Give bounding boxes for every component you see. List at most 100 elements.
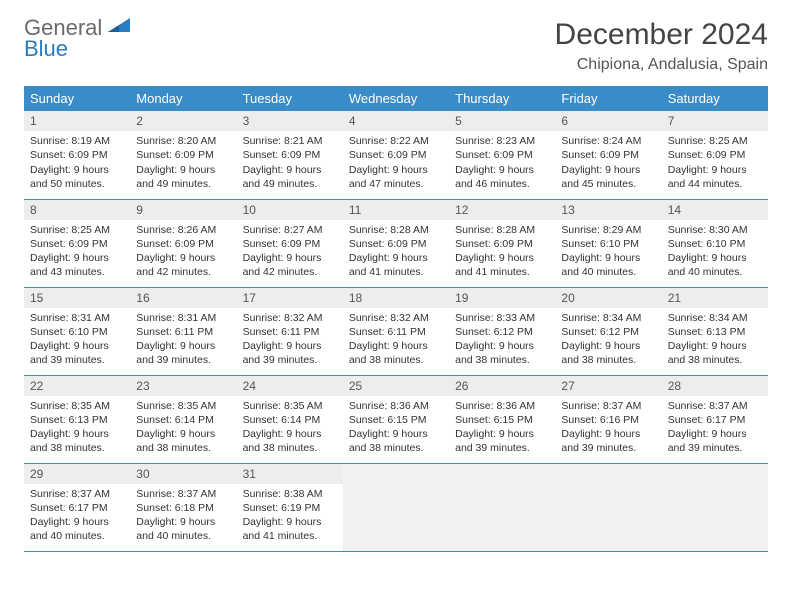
calendar-row: 1Sunrise: 8:19 AMSunset: 6:09 PMDaylight… [24, 111, 768, 199]
day-number: 7 [662, 111, 768, 131]
daylight-line: Daylight: 9 hours and 45 minutes. [561, 163, 655, 191]
sunset-line: Sunset: 6:11 PM [136, 325, 230, 339]
day-number: 14 [662, 200, 768, 220]
day-number: 23 [130, 376, 236, 396]
day-details: Sunrise: 8:37 AMSunset: 6:16 PMDaylight:… [555, 396, 661, 460]
calendar-cell: 17Sunrise: 8:32 AMSunset: 6:11 PMDayligh… [237, 287, 343, 375]
day-details: Sunrise: 8:24 AMSunset: 6:09 PMDaylight:… [555, 131, 661, 195]
day-details: Sunrise: 8:25 AMSunset: 6:09 PMDaylight:… [662, 131, 768, 195]
sunrise-line: Sunrise: 8:33 AM [455, 311, 549, 325]
daylight-line: Daylight: 9 hours and 44 minutes. [668, 163, 762, 191]
day-number: 18 [343, 288, 449, 308]
sunset-line: Sunset: 6:09 PM [136, 237, 230, 251]
sunset-line: Sunset: 6:18 PM [136, 501, 230, 515]
calendar-cell: 5Sunrise: 8:23 AMSunset: 6:09 PMDaylight… [449, 111, 555, 199]
sunset-line: Sunset: 6:13 PM [668, 325, 762, 339]
sunrise-line: Sunrise: 8:37 AM [136, 487, 230, 501]
daylight-line: Daylight: 9 hours and 41 minutes. [349, 251, 443, 279]
day-details: Sunrise: 8:35 AMSunset: 6:13 PMDaylight:… [24, 396, 130, 460]
calendar-cell: 4Sunrise: 8:22 AMSunset: 6:09 PMDaylight… [343, 111, 449, 199]
day-number: 5 [449, 111, 555, 131]
sunset-line: Sunset: 6:09 PM [136, 148, 230, 162]
day-number: 10 [237, 200, 343, 220]
sunset-line: Sunset: 6:12 PM [455, 325, 549, 339]
day-header: Friday [555, 86, 661, 111]
calendar-cell: 1Sunrise: 8:19 AMSunset: 6:09 PMDaylight… [24, 111, 130, 199]
day-number: 3 [237, 111, 343, 131]
sunset-line: Sunset: 6:10 PM [561, 237, 655, 251]
sunset-line: Sunset: 6:10 PM [30, 325, 124, 339]
day-number: 26 [449, 376, 555, 396]
daylight-line: Daylight: 9 hours and 38 minutes. [668, 339, 762, 367]
day-details: Sunrise: 8:32 AMSunset: 6:11 PMDaylight:… [343, 308, 449, 372]
sunrise-line: Sunrise: 8:31 AM [30, 311, 124, 325]
day-number: 28 [662, 376, 768, 396]
daylight-line: Daylight: 9 hours and 41 minutes. [243, 515, 337, 543]
month-title: December 2024 [555, 18, 768, 52]
day-number: 22 [24, 376, 130, 396]
day-number: 31 [237, 464, 343, 484]
sunset-line: Sunset: 6:09 PM [561, 148, 655, 162]
day-details: Sunrise: 8:37 AMSunset: 6:17 PMDaylight:… [24, 484, 130, 548]
sunrise-line: Sunrise: 8:37 AM [30, 487, 124, 501]
day-details: Sunrise: 8:32 AMSunset: 6:11 PMDaylight:… [237, 308, 343, 372]
sunset-line: Sunset: 6:11 PM [349, 325, 443, 339]
day-number: 2 [130, 111, 236, 131]
sunset-line: Sunset: 6:17 PM [668, 413, 762, 427]
sunset-line: Sunset: 6:09 PM [455, 148, 549, 162]
calendar-cell: 31Sunrise: 8:38 AMSunset: 6:19 PMDayligh… [237, 463, 343, 551]
daylight-line: Daylight: 9 hours and 38 minutes. [136, 427, 230, 455]
day-number: 9 [130, 200, 236, 220]
day-details: Sunrise: 8:22 AMSunset: 6:09 PMDaylight:… [343, 131, 449, 195]
day-details: Sunrise: 8:19 AMSunset: 6:09 PMDaylight:… [24, 131, 130, 195]
sunset-line: Sunset: 6:19 PM [243, 501, 337, 515]
daylight-line: Daylight: 9 hours and 38 minutes. [455, 339, 549, 367]
sunrise-line: Sunrise: 8:22 AM [349, 134, 443, 148]
sunset-line: Sunset: 6:09 PM [349, 148, 443, 162]
calendar-cell: 19Sunrise: 8:33 AMSunset: 6:12 PMDayligh… [449, 287, 555, 375]
calendar-cell: 11Sunrise: 8:28 AMSunset: 6:09 PMDayligh… [343, 199, 449, 287]
calendar-cell: 14Sunrise: 8:30 AMSunset: 6:10 PMDayligh… [662, 199, 768, 287]
calendar-cell: 24Sunrise: 8:35 AMSunset: 6:14 PMDayligh… [237, 375, 343, 463]
sunrise-line: Sunrise: 8:35 AM [243, 399, 337, 413]
sunset-line: Sunset: 6:09 PM [455, 237, 549, 251]
daylight-line: Daylight: 9 hours and 40 minutes. [668, 251, 762, 279]
day-details: Sunrise: 8:36 AMSunset: 6:15 PMDaylight:… [449, 396, 555, 460]
day-number: 27 [555, 376, 661, 396]
day-details: Sunrise: 8:25 AMSunset: 6:09 PMDaylight:… [24, 220, 130, 284]
daylight-line: Daylight: 9 hours and 38 minutes. [30, 427, 124, 455]
day-header-row: SundayMondayTuesdayWednesdayThursdayFrid… [24, 86, 768, 111]
day-details: Sunrise: 8:34 AMSunset: 6:12 PMDaylight:… [555, 308, 661, 372]
day-number: 4 [343, 111, 449, 131]
day-header: Monday [130, 86, 236, 111]
calendar-cell: 18Sunrise: 8:32 AMSunset: 6:11 PMDayligh… [343, 287, 449, 375]
sunset-line: Sunset: 6:09 PM [30, 237, 124, 251]
daylight-line: Daylight: 9 hours and 47 minutes. [349, 163, 443, 191]
sunset-line: Sunset: 6:09 PM [243, 237, 337, 251]
calendar-row: 15Sunrise: 8:31 AMSunset: 6:10 PMDayligh… [24, 287, 768, 375]
sunrise-line: Sunrise: 8:25 AM [668, 134, 762, 148]
calendar-cell: 26Sunrise: 8:36 AMSunset: 6:15 PMDayligh… [449, 375, 555, 463]
sunrise-line: Sunrise: 8:29 AM [561, 223, 655, 237]
day-details: Sunrise: 8:20 AMSunset: 6:09 PMDaylight:… [130, 131, 236, 195]
day-number: 1 [24, 111, 130, 131]
day-details: Sunrise: 8:37 AMSunset: 6:18 PMDaylight:… [130, 484, 236, 548]
day-number: 11 [343, 200, 449, 220]
day-number: 30 [130, 464, 236, 484]
calendar-row: 29Sunrise: 8:37 AMSunset: 6:17 PMDayligh… [24, 463, 768, 551]
day-number: 20 [555, 288, 661, 308]
sunrise-line: Sunrise: 8:37 AM [561, 399, 655, 413]
day-details: Sunrise: 8:28 AMSunset: 6:09 PMDaylight:… [449, 220, 555, 284]
day-details: Sunrise: 8:34 AMSunset: 6:13 PMDaylight:… [662, 308, 768, 372]
day-number: 17 [237, 288, 343, 308]
sunrise-line: Sunrise: 8:32 AM [349, 311, 443, 325]
day-number: 29 [24, 464, 130, 484]
sunset-line: Sunset: 6:16 PM [561, 413, 655, 427]
calendar-cell: 7Sunrise: 8:25 AMSunset: 6:09 PMDaylight… [662, 111, 768, 199]
calendar-cell: 21Sunrise: 8:34 AMSunset: 6:13 PMDayligh… [662, 287, 768, 375]
sunrise-line: Sunrise: 8:35 AM [136, 399, 230, 413]
day-number: 24 [237, 376, 343, 396]
calendar-cell: 25Sunrise: 8:36 AMSunset: 6:15 PMDayligh… [343, 375, 449, 463]
calendar-cell: 6Sunrise: 8:24 AMSunset: 6:09 PMDaylight… [555, 111, 661, 199]
day-details: Sunrise: 8:36 AMSunset: 6:15 PMDaylight:… [343, 396, 449, 460]
